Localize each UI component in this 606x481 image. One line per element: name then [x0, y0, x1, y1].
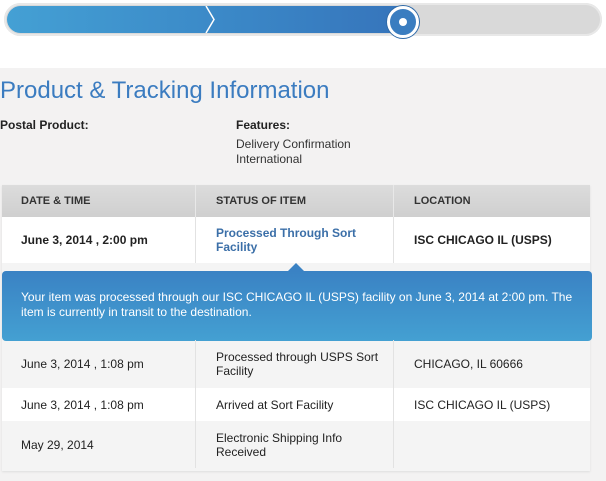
- table-row: May 29, 2014 Electronic Shipping Info Re…: [2, 421, 590, 468]
- date-cell: June 3, 2014 , 1:08 pm: [2, 388, 196, 421]
- header-location: LOCATION: [414, 195, 471, 207]
- page-title: Product & Tracking Information: [0, 77, 330, 104]
- location-cell: ISC CHICAGO IL (USPS): [414, 233, 552, 247]
- status-cell: Processed through USPS Sort Facility: [196, 340, 394, 388]
- tracking-table: DATE & TIME STATUS OF ITEM LOCATION June…: [2, 185, 592, 471]
- header-status: STATUS OF ITEM: [196, 185, 394, 217]
- status-cell: Arrived at Sort Facility: [196, 388, 394, 421]
- status-detail-banner: Your item was processed through our ISC …: [2, 271, 592, 341]
- date-cell: June 3, 2014 , 2:00 pm: [2, 217, 196, 263]
- table-row: June 3, 2014 , 1:08 pm Processed through…: [2, 340, 590, 388]
- chevron-divider-icon: [205, 6, 215, 33]
- progress-marker-icon: [387, 6, 419, 38]
- header-date-time: DATE & TIME: [2, 185, 196, 217]
- feature-item: Delivery Confirmation: [236, 137, 351, 151]
- date-cell: May 29, 2014: [2, 421, 196, 468]
- date-cell: June 3, 2014 , 1:08 pm: [2, 340, 196, 388]
- progress-fill: [7, 6, 407, 33]
- location-cell: CHICAGO, IL 60666: [414, 357, 523, 371]
- tracking-panel: Product & Tracking Information Postal Pr…: [0, 68, 606, 481]
- status-link[interactable]: Processed Through Sort Facility: [196, 217, 394, 263]
- features-label: Features:: [236, 118, 291, 132]
- location-cell: [394, 421, 590, 468]
- table-header: DATE & TIME STATUS OF ITEM LOCATION: [2, 185, 590, 217]
- status-cell: Electronic Shipping Info Received: [196, 421, 394, 468]
- table-row-latest[interactable]: June 3, 2014 , 2:00 pm Processed Through…: [2, 217, 590, 263]
- feature-item: International: [236, 152, 303, 166]
- table-row: June 3, 2014 , 1:08 pm Arrived at Sort F…: [2, 388, 590, 421]
- location-cell: ISC CHICAGO IL (USPS): [414, 397, 551, 412]
- callout-arrow-icon: [288, 263, 304, 271]
- tracking-progress-bar: [4, 3, 602, 38]
- postal-product-label: Postal Product:: [0, 118, 89, 132]
